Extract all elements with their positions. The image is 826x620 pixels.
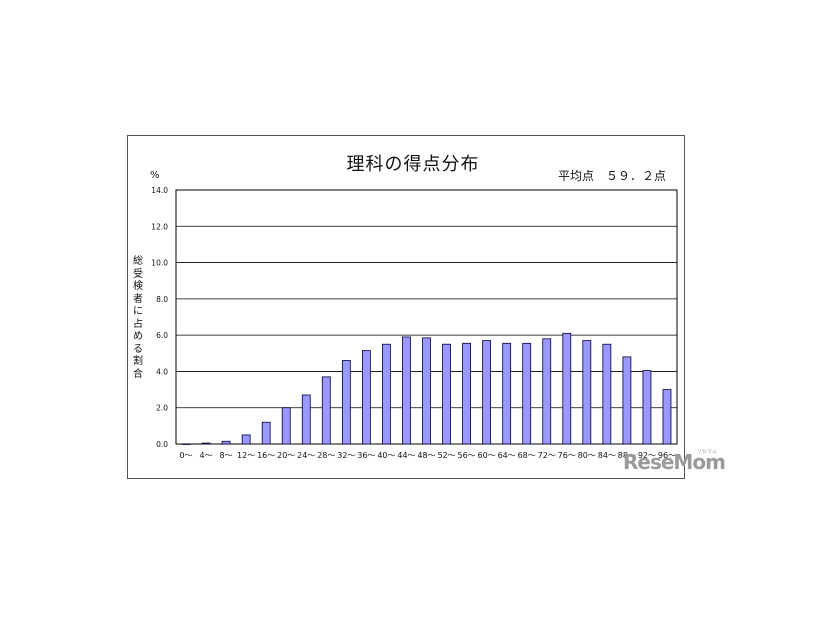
bar	[261, 421, 271, 445]
x-tick-label: 72～	[538, 451, 556, 460]
bar	[361, 350, 371, 445]
x-tick-label: 40～	[377, 451, 395, 460]
x-tick-label: 68～	[518, 451, 536, 460]
average-score: 平均点 ５９．２点	[558, 169, 667, 183]
x-tick-label: 32～	[337, 451, 355, 460]
x-tick-label: 64～	[498, 451, 516, 460]
bar	[281, 407, 291, 445]
bar	[221, 440, 231, 445]
resemom-logo-sub: リセマム	[697, 449, 718, 455]
x-tick-label: 96～	[658, 451, 676, 460]
y-tick-label: 8.0	[156, 295, 168, 304]
bar	[522, 342, 532, 445]
bar	[562, 332, 572, 445]
y-tick-label: 0.0	[156, 440, 168, 449]
bar	[582, 340, 592, 445]
bar	[341, 360, 351, 445]
bar	[622, 356, 632, 445]
bar	[482, 340, 492, 445]
x-tick-label: 16～	[257, 451, 275, 460]
x-tick-label: 88～	[618, 451, 636, 460]
x-tick-label: 60～	[478, 451, 496, 460]
x-tick-label: 92～	[638, 451, 656, 460]
x-tick-label: 24～	[297, 451, 315, 460]
resemom-logo: ReseMom	[623, 450, 726, 474]
bar	[181, 443, 191, 445]
chart-title: 理科の得点分布	[346, 154, 480, 175]
y-tick-label: 10.0	[151, 259, 168, 268]
bar	[662, 389, 672, 445]
x-tick-label: 52～	[437, 451, 455, 460]
x-tick-label: 76～	[558, 451, 576, 460]
x-tick-label: 36～	[357, 451, 375, 460]
y-tick-label: 6.0	[156, 331, 168, 340]
bar	[542, 338, 552, 445]
bar	[382, 343, 391, 445]
bar	[402, 336, 411, 445]
x-tick-label: 56～	[457, 451, 475, 460]
x-tick-label: 20～	[277, 451, 295, 460]
bar	[462, 342, 471, 445]
y-tick-label: 12.0	[151, 222, 168, 231]
y-tick-label: 4.0	[156, 367, 168, 376]
bar	[602, 343, 612, 445]
x-tick-label: 0～	[179, 451, 192, 460]
y-tick-label: 14.0	[151, 186, 168, 195]
x-tick-label: 48～	[417, 451, 435, 460]
bar	[642, 370, 652, 445]
bar	[321, 376, 331, 445]
y-axis-label: 総受検者に占める割合	[133, 256, 143, 380]
bar	[502, 342, 512, 445]
x-tick-label: 8～	[220, 451, 233, 460]
bar	[442, 343, 451, 445]
x-tick-label: 4～	[200, 451, 213, 460]
x-tick-label: 80～	[578, 451, 596, 460]
x-tick-label: 44～	[397, 451, 415, 460]
x-tick-label: 84～	[598, 451, 616, 460]
y-unit: %	[150, 170, 160, 181]
bar	[241, 434, 251, 445]
x-tick-label: 12～	[237, 451, 255, 460]
bar	[301, 394, 311, 445]
bar	[422, 337, 431, 445]
bar	[201, 442, 211, 445]
y-tick-label: 2.0	[156, 404, 168, 413]
x-tick-label: 28～	[317, 451, 335, 460]
